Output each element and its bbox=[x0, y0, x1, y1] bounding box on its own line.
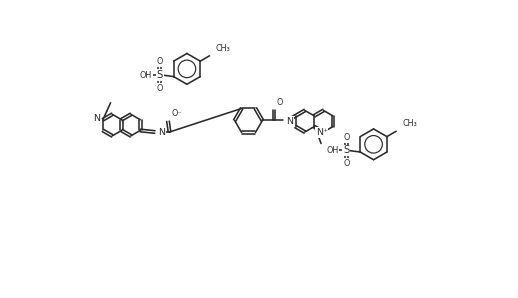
Text: CH₃: CH₃ bbox=[215, 44, 231, 53]
Text: N: N bbox=[93, 114, 100, 123]
Text: O: O bbox=[343, 133, 350, 142]
Text: O: O bbox=[343, 159, 350, 168]
Text: N⁺: N⁺ bbox=[315, 128, 328, 137]
Text: O: O bbox=[276, 98, 283, 107]
Text: N: N bbox=[158, 128, 165, 137]
Text: S: S bbox=[156, 70, 163, 80]
Text: CH₃: CH₃ bbox=[402, 119, 417, 128]
Text: S: S bbox=[343, 145, 350, 156]
Text: O: O bbox=[156, 58, 163, 66]
Text: OH: OH bbox=[140, 71, 152, 80]
Text: O⁻: O⁻ bbox=[171, 109, 182, 118]
Text: O: O bbox=[156, 84, 163, 93]
Text: OH: OH bbox=[326, 146, 339, 155]
Text: N: N bbox=[286, 117, 293, 126]
